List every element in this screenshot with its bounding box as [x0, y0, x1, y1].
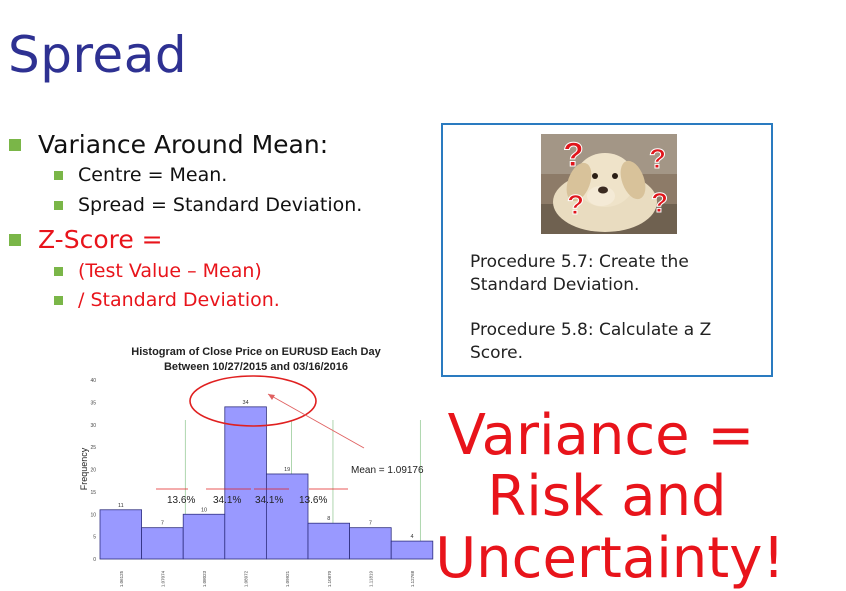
emphasis-line-2: Risk and	[487, 464, 727, 529]
y-tick-label: 25	[90, 445, 96, 451]
bar-value-label: 34	[243, 400, 249, 406]
histogram-bar	[265, 473, 309, 560]
bar-value-label: 7	[161, 521, 164, 527]
x-tick-label: 1.11819	[368, 571, 373, 587]
histogram-bar	[99, 509, 142, 560]
x-tick-label: 1.06125	[119, 570, 124, 587]
bullet-marker	[9, 233, 21, 246]
y-tick-label: 35	[90, 400, 96, 406]
histogram-bar	[307, 522, 350, 560]
histogram-chart: Histogram of Close Price on EURUSD Each …	[79, 346, 434, 587]
bullet-marker	[54, 170, 63, 180]
bullet-variance: Variance Around Mean:	[9, 130, 328, 159]
bar-value-label: 4	[410, 534, 413, 540]
bullet-text: / Standard Deviation.	[78, 289, 280, 311]
pct-inner-left: 34.1%	[213, 495, 241, 506]
emphasis-line-3: Uncertainty!	[435, 526, 785, 591]
y-tick-label: 10	[90, 512, 96, 518]
histogram-bar	[390, 540, 434, 560]
bar-value-label: 8	[327, 516, 330, 522]
svg-text:?: ?	[563, 136, 584, 174]
y-tick-label: 5	[93, 535, 96, 541]
bar-value-label: 10	[201, 507, 207, 513]
y-tick-label: 0	[93, 557, 96, 563]
y-tick-label: 40	[90, 378, 96, 384]
pct-outer-right: 13.6%	[299, 495, 327, 506]
bullet-marker	[54, 266, 63, 276]
bullet-marker	[9, 138, 21, 151]
sub-bullet-spread: Spread = Standard Deviation.	[54, 194, 362, 216]
x-tick-label: 1.09921	[285, 570, 290, 587]
pct-outer-left: 13.6%	[167, 495, 195, 506]
x-tick-label: 1.08023	[202, 570, 207, 587]
y-tick-label: 30	[90, 423, 96, 429]
x-tick-label: 1.10870	[327, 570, 332, 587]
procedure-5-8: Procedure 5.8: Calculate a Z Score.	[470, 319, 711, 365]
sub-bullet-test-value: (Test Value – Mean)	[54, 260, 262, 282]
pct-inner-right: 34.1%	[255, 495, 283, 506]
svg-text:?: ?	[651, 187, 668, 218]
procedure-line: Procedure 5.8: Calculate a Z	[470, 320, 712, 340]
bar-value-label: 11	[118, 503, 124, 509]
x-tick-label: 1.12768	[410, 570, 415, 587]
procedure-line: Score.	[470, 343, 524, 363]
confused-dog-image: ? ? ? ?	[541, 134, 677, 234]
bullet-text: Spread = Standard Deviation.	[78, 194, 363, 216]
procedure-5-7: Procedure 5.7: Create the Standard Devia…	[470, 251, 689, 297]
svg-text:?: ?	[649, 143, 666, 174]
procedure-box: ? ? ? ? Procedure 5.7: Create the Standa…	[441, 123, 773, 377]
y-axis-label: Frequency	[79, 447, 89, 490]
sub-bullet-centre: Centre = Mean.	[54, 164, 227, 186]
histogram-bar	[182, 513, 226, 560]
bullet-text: Centre = Mean.	[78, 164, 228, 186]
chart-subtitle: Between 10/27/2015 and 03/16/2016	[164, 361, 348, 373]
slide-title: Spread	[8, 26, 188, 84]
highlight-ellipse	[189, 375, 317, 427]
bullet-zscore: Z-Score =	[9, 225, 163, 254]
chart-title: Histogram of Close Price on EURUSD Each …	[131, 346, 381, 358]
histogram-bar	[349, 527, 392, 560]
sub-bullet-stddev: / Standard Deviation.	[54, 289, 280, 311]
bullet-text: (Test Value – Mean)	[78, 260, 262, 282]
emphasis-line-1: Variance =	[447, 403, 755, 468]
x-tick-label: 1.07074	[160, 570, 165, 587]
bullet-marker	[54, 200, 63, 210]
mean-label: Mean = 1.09176	[351, 465, 424, 476]
mean-pointer-line	[267, 393, 365, 449]
bullet-marker	[54, 295, 63, 305]
mean-pointer-arrowhead	[268, 394, 275, 400]
bullet-text: Z-Score =	[38, 225, 163, 254]
svg-text:?: ?	[567, 189, 584, 220]
y-tick-label: 20	[90, 468, 96, 474]
bullet-text: Variance Around Mean:	[38, 130, 329, 159]
bar-value-label: 7	[369, 521, 372, 527]
procedure-line: Procedure 5.7: Create the	[470, 252, 689, 272]
y-tick-label: 15	[90, 490, 96, 496]
bar-value-label: 19	[284, 467, 290, 473]
x-tick-label: 1.08972	[244, 570, 249, 587]
histogram-bar	[141, 527, 184, 560]
procedure-line: Standard Deviation.	[470, 275, 640, 295]
histogram-bar	[224, 406, 267, 560]
